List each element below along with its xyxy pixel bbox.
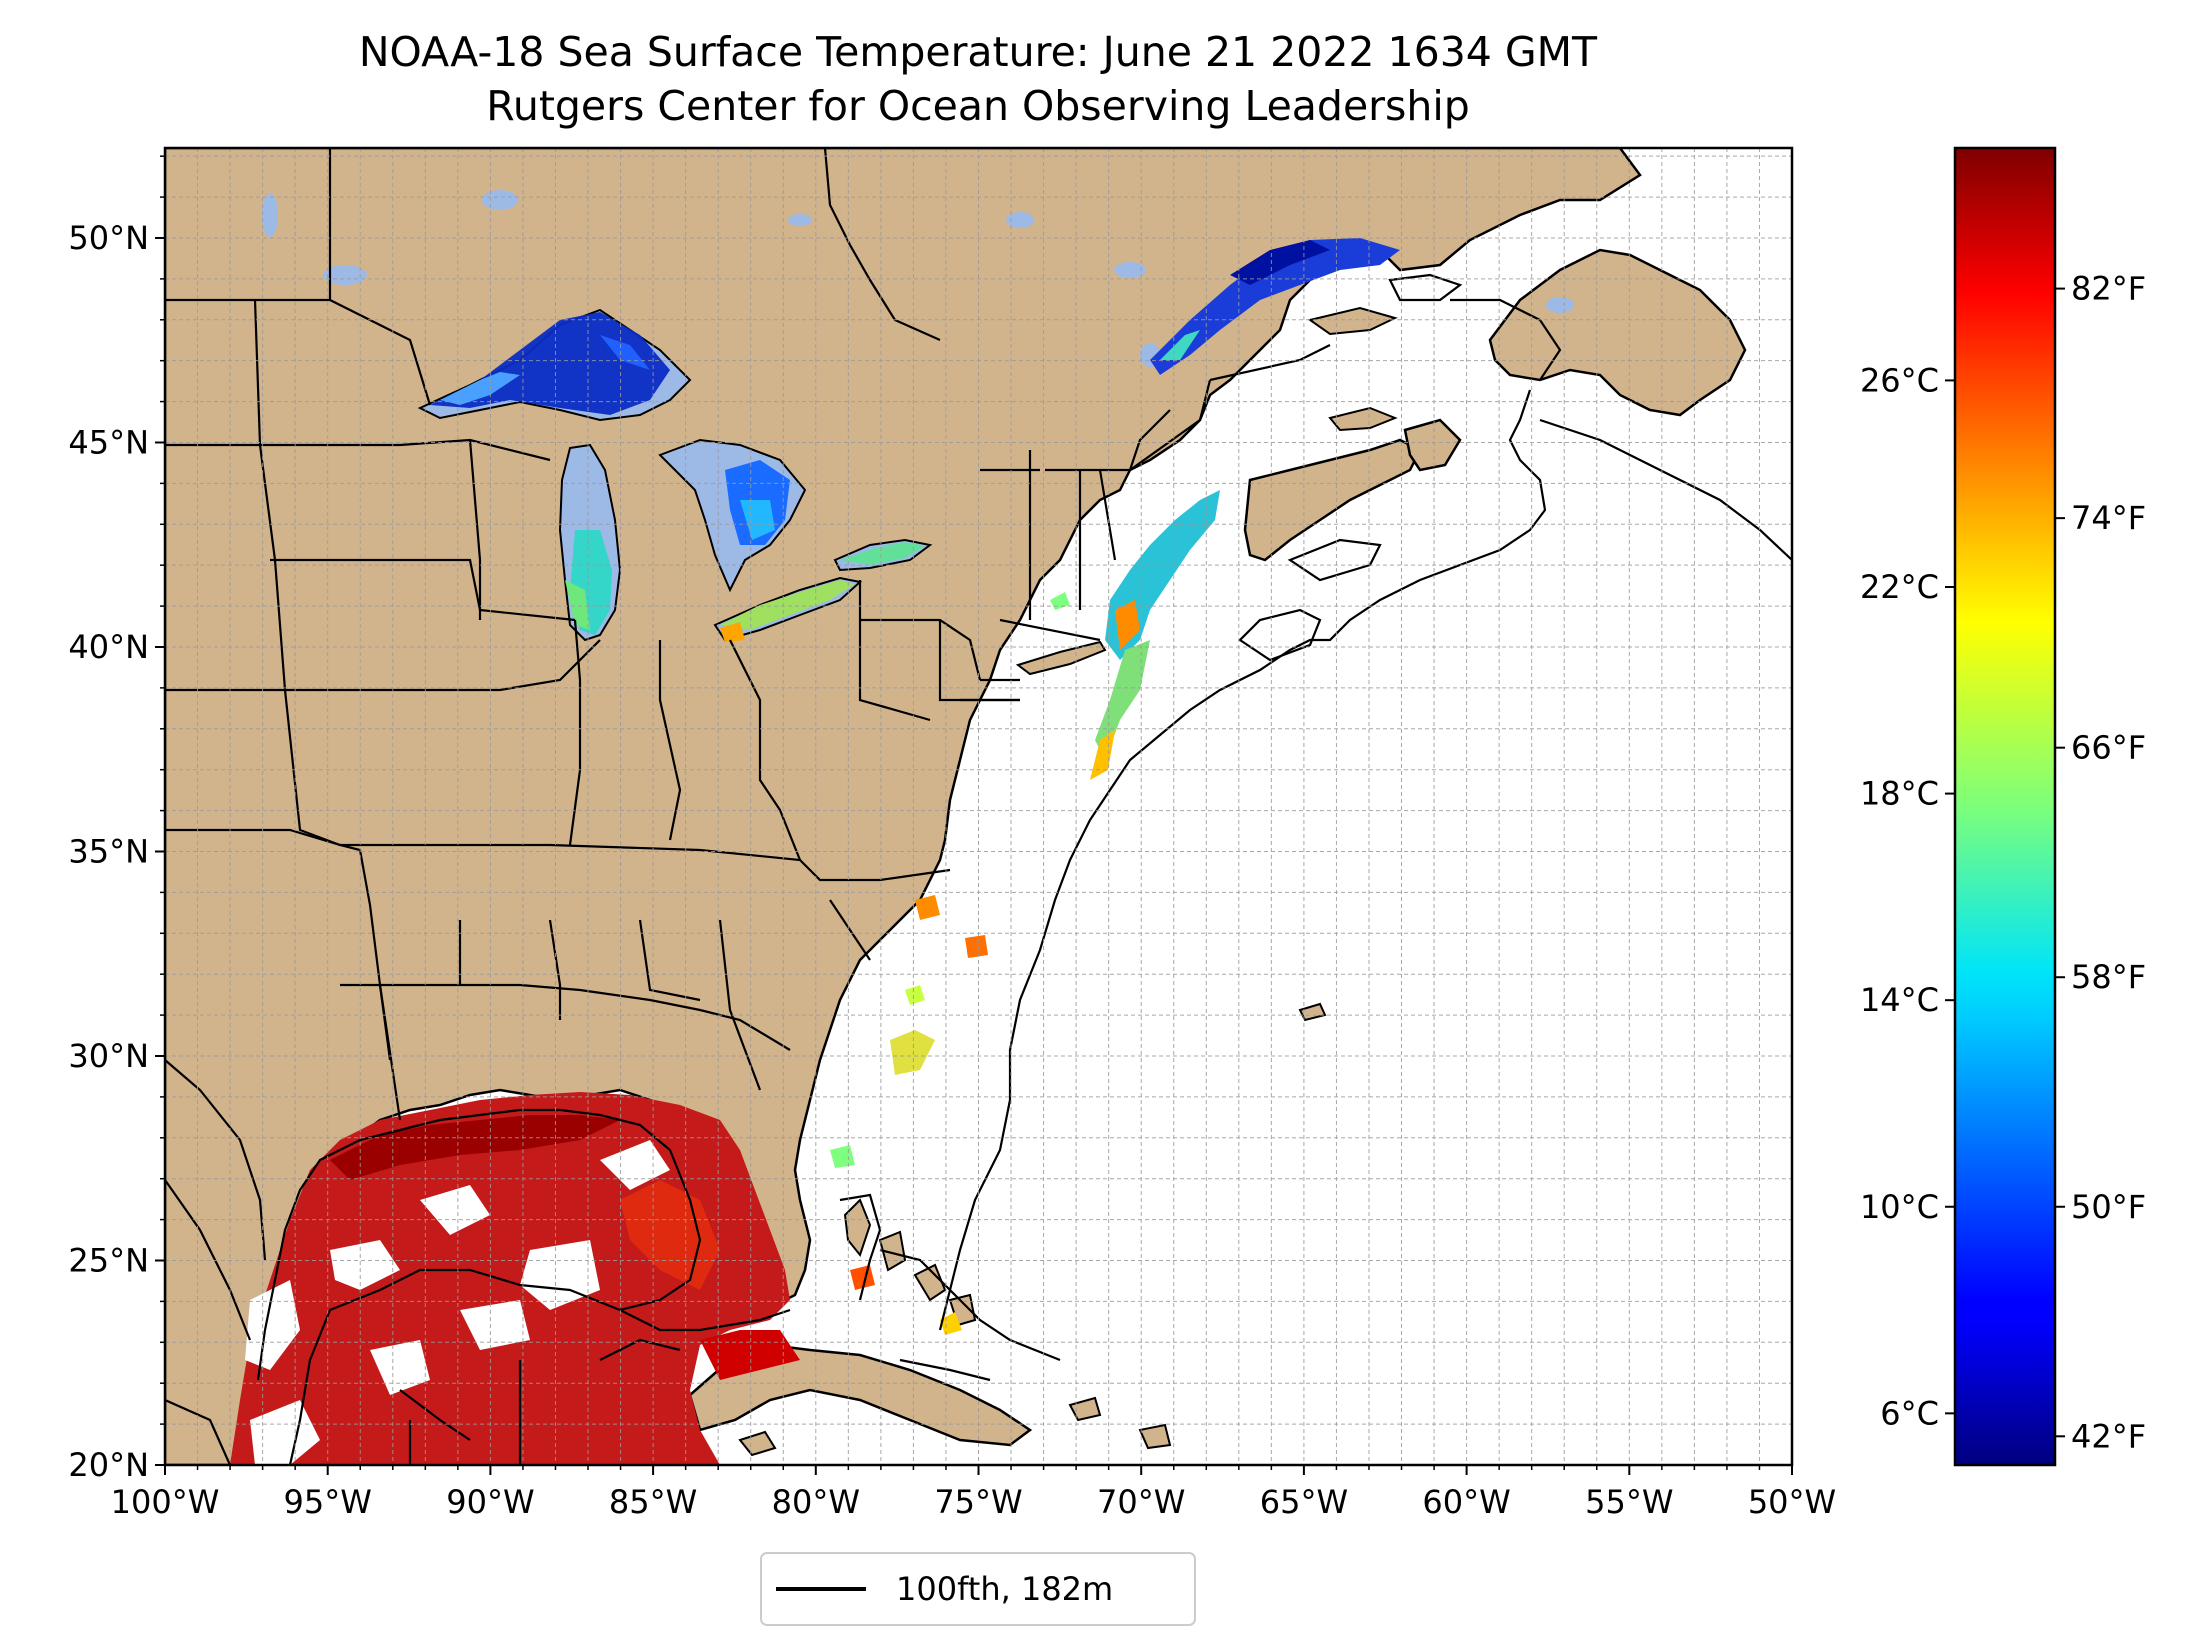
land-anticosti xyxy=(1307,306,1398,336)
lat-tick-label: 20°N xyxy=(68,1446,149,1484)
fahrenheit-tick-label: 82°F xyxy=(2071,270,2146,308)
lat-tick-label: 25°N xyxy=(68,1241,149,1279)
legend: 100fth, 182m xyxy=(760,1552,1196,1626)
lat-axis: 20°N 25°N 30°N 35°N 40°N 45°N 50°N xyxy=(68,155,165,1484)
fahrenheit-tick-label: 50°F xyxy=(2071,1188,2146,1226)
celsius-tick-label: 10°C xyxy=(1860,1188,1939,1226)
sst-overlay xyxy=(230,238,1400,1465)
land-long-island xyxy=(1015,640,1107,676)
fahrenheit-tick-label: 42°F xyxy=(2071,1417,2146,1455)
lon-tick-label: 100°W xyxy=(111,1483,220,1521)
celsius-tick-label: 18°C xyxy=(1860,775,1939,813)
lon-tick-label: 85°W xyxy=(609,1483,697,1521)
land-cuba xyxy=(688,1343,1033,1447)
land-isla-juventud xyxy=(738,1430,777,1457)
land-pei xyxy=(1328,406,1398,432)
land-cape-breton xyxy=(1403,418,1462,472)
land-newfoundland xyxy=(1488,248,1747,417)
legend-label: 100fth, 182m xyxy=(896,1570,1113,1608)
celsius-tick-label: 14°C xyxy=(1860,981,1939,1019)
lon-tick-label: 70°W xyxy=(1097,1483,1185,1521)
colorbar-fahrenheit-axis: 42°F 50°F 58°F 66°F 74°F 82°F xyxy=(2055,270,2146,1455)
colorbar-celsius-axis: 6°C 10°C 14°C 18°C 22°C 26°C xyxy=(1860,361,1955,1432)
lon-tick-label: 65°W xyxy=(1260,1483,1348,1521)
lat-tick-label: 45°N xyxy=(68,423,149,461)
lon-axis: 100°W 95°W 90°W 85°W 80°W 75°W 70°W 65°W 60°W 55°… xyxy=(111,1465,1836,1521)
political-borders xyxy=(165,148,1331,1465)
map-subtitle: Rutgers Center for Ocean Observing Leade… xyxy=(486,82,1470,130)
map-title: NOAA-18 Sea Surface Temperature: June 21… xyxy=(359,28,1598,76)
map-gridlines xyxy=(165,148,1792,1465)
fahrenheit-tick-label: 66°F xyxy=(2071,729,2146,767)
lon-tick-label: 80°W xyxy=(772,1483,860,1521)
lon-tick-label: 50°W xyxy=(1748,1483,1836,1521)
lon-tick-label: 55°W xyxy=(1585,1483,1673,1521)
fahrenheit-tick-label: 74°F xyxy=(2071,499,2146,537)
celsius-tick-label: 26°C xyxy=(1860,361,1939,399)
colorbar-gradient xyxy=(1953,146,2057,1467)
legend-box xyxy=(760,1552,1196,1626)
isobath-100fth xyxy=(256,273,1792,1465)
lat-tick-label: 40°N xyxy=(68,628,149,666)
lat-tick-label: 50°N xyxy=(68,219,149,257)
land-maritimes xyxy=(1243,438,1422,562)
lon-tick-label: 95°W xyxy=(284,1483,372,1521)
lon-tick-label: 90°W xyxy=(446,1483,534,1521)
celsius-tick-label: 6°C xyxy=(1880,1394,1939,1432)
lat-tick-label: 30°N xyxy=(68,1037,149,1075)
colorbar: 6°C 10°C 14°C 18°C 22°C 26°C 42°F 50°F 58°F 66°F… xyxy=(1860,146,2146,1467)
lon-tick-label: 60°W xyxy=(1422,1483,1510,1521)
celsius-tick-label: 22°C xyxy=(1860,568,1939,606)
lat-tick-label: 35°N xyxy=(68,832,149,870)
fahrenheit-tick-label: 58°F xyxy=(2071,958,2146,996)
map-panel: 100°W 95°W 90°W 85°W 80°W 75°W 70°W 65°W 60°W 55°… xyxy=(68,146,1836,1521)
lon-tick-label: 75°W xyxy=(934,1483,1022,1521)
